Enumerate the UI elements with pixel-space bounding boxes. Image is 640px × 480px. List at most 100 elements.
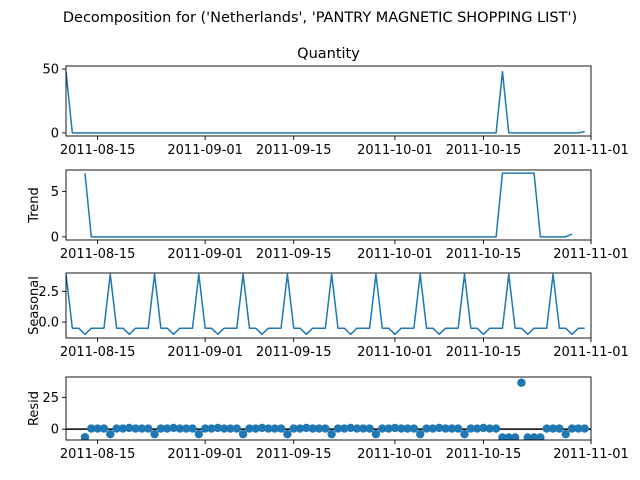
seasonal-xtick-label: 2011-11-01: [553, 345, 629, 360]
resid-point: [264, 424, 273, 433]
trend-xtick-label: 2011-09-01: [167, 247, 243, 262]
trend-xtick-label: 2011-10-01: [357, 247, 433, 262]
resid-point: [238, 429, 248, 439]
resid-point: [371, 429, 381, 439]
resid-point: [276, 424, 286, 433]
resid-point: [93, 424, 102, 433]
resid-point: [308, 424, 317, 433]
resid-ylabel: Resid: [27, 391, 42, 426]
seasonal-ytick-label: 0.0: [38, 316, 59, 331]
resid-point: [574, 424, 583, 433]
resid-point: [346, 423, 355, 433]
resid-point: [517, 378, 526, 387]
resid-point: [378, 424, 387, 433]
resid-point: [333, 424, 343, 433]
trend-ytick-label: 5: [51, 185, 59, 200]
resid-point: [567, 424, 577, 433]
resid-point: [163, 424, 172, 433]
resid-point: [561, 429, 570, 439]
seasonal-axes-frame: [65, 272, 592, 339]
trend-xtick-label: 2011-08-15: [60, 247, 136, 262]
quantity-axes-frame: [65, 65, 592, 137]
seasonal-xtick-label: 2011-09-15: [256, 345, 332, 360]
trend-xtick-label: 2011-10-15: [446, 247, 522, 262]
resid-point: [226, 424, 235, 433]
trend-panel: 0 5 2011-08-15 2011-09-01 2011-09-15 2011-10-…: [27, 169, 629, 262]
resid-point: [270, 424, 279, 433]
resid-point: [207, 424, 216, 433]
resid-point: [466, 424, 476, 433]
resid-point: [384, 424, 393, 433]
trend-ylabel: Trend: [27, 187, 42, 224]
resid-ytick-label: 0: [51, 423, 59, 438]
resid-point: [555, 424, 564, 433]
resid-point: [548, 424, 558, 433]
trend-xtick-label: 2011-09-15: [256, 247, 332, 262]
resid-point: [479, 423, 488, 433]
resid-point: [542, 424, 551, 433]
quantity-series-line: [66, 70, 585, 134]
resid-point: [434, 423, 444, 433]
quantity-xtick-label: 2011-09-01: [167, 143, 243, 158]
resid-point: [188, 424, 197, 433]
resid-point: [169, 423, 178, 433]
resid-plot-area: [66, 378, 591, 440]
resid-point: [194, 429, 204, 439]
resid-point: [390, 423, 400, 433]
trend-plot-area: [84, 172, 573, 238]
resid-point: [283, 429, 292, 439]
resid-point: [409, 424, 419, 433]
resid-point: [80, 433, 90, 440]
resid-point: [352, 424, 362, 433]
quantity-xtick-label: 2011-10-01: [357, 143, 433, 158]
resid-point: [523, 433, 532, 440]
resid-point: [219, 424, 229, 433]
resid-point: [365, 424, 374, 433]
resid-xtick-label: 2011-08-15: [60, 447, 136, 462]
resid-point: [118, 424, 128, 433]
trend-axes-frame: [65, 169, 592, 241]
seasonal-xtick-label: 2011-10-01: [357, 345, 433, 360]
resid-point: [251, 424, 260, 433]
resid-point: [359, 424, 368, 433]
resid-point: [447, 424, 457, 433]
resid-point: [536, 433, 545, 440]
seasonal-xtick-label: 2011-10-15: [446, 345, 522, 360]
seasonal-series-line: [66, 273, 585, 336]
resid-xtick-label: 2011-10-01: [357, 447, 433, 462]
resid-point: [144, 424, 153, 433]
resid-point: [131, 424, 140, 433]
resid-point: [416, 429, 425, 439]
resid-point: [340, 424, 349, 433]
seasonal-xtick-label: 2011-09-01: [167, 345, 243, 360]
resid-panel: 0 25 2011-08-15 2011-09-01 2011-09-15 2011-10…: [27, 376, 629, 462]
seasonal-plot-area: [66, 273, 585, 336]
resid-point: [302, 423, 311, 433]
quantity-xtick-label: 2011-09-15: [256, 143, 332, 158]
resid-ytick-label: 25: [42, 391, 59, 406]
seasonal-panel: 0.0 2.5 2011-08-15 2011-09-01 2011-09-15 2011…: [27, 272, 629, 360]
trend-series-line: [84, 172, 573, 238]
resid-point: [485, 424, 494, 433]
resid-point: [321, 424, 330, 433]
resid-point: [460, 429, 469, 439]
resid-point: [314, 424, 324, 433]
seasonal-xtick-label: 2011-08-15: [60, 345, 136, 360]
resid-xtick-label: 2011-09-01: [167, 447, 243, 462]
resid-xtick-label: 2011-10-15: [446, 447, 522, 462]
resid-point: [232, 424, 241, 433]
resid-point: [453, 424, 463, 433]
resid-point: [491, 424, 501, 433]
resid-point: [181, 424, 191, 433]
resid-point: [175, 424, 185, 433]
resid-point: [289, 424, 298, 433]
seasonal-ylabel: Seasonal: [27, 276, 42, 335]
quantity-xtick-label: 2011-11-01: [553, 143, 629, 158]
resid-point: [150, 429, 159, 439]
quantity-xtick-label: 2011-08-15: [60, 143, 136, 158]
resid-point: [156, 424, 166, 433]
resid-point: [428, 424, 438, 433]
seasonal-ytick-label: 2.5: [38, 285, 59, 300]
quantity-title: Quantity: [297, 46, 360, 62]
